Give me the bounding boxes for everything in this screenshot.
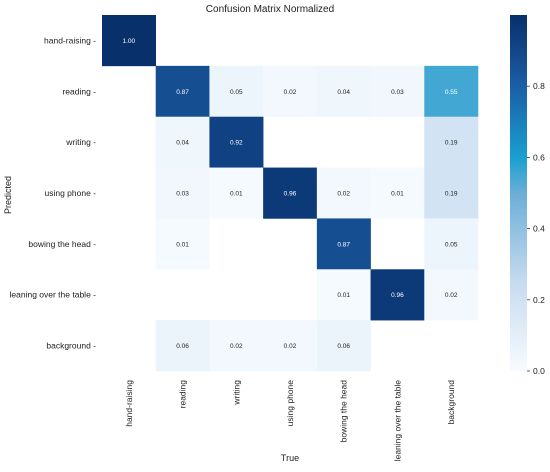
colorbar-tick-label: 0.8 (533, 81, 545, 91)
cell-value-label: 0.05 (445, 241, 458, 248)
cell-value-label: 0.01 (230, 191, 243, 198)
y-axis-label: Predicted (3, 176, 13, 214)
x-tick-label: bowing the head (339, 380, 349, 443)
heatmap-cell (424, 65, 479, 118)
cell-value-label: 0.87 (176, 89, 189, 96)
heatmap-cell (263, 65, 318, 118)
x-tick-label: writing (231, 380, 241, 406)
cell-value-label: 0.04 (176, 140, 189, 147)
x-tick-labels: hand-raising reading writing using phone bow… (124, 380, 456, 462)
heatmap-cell (424, 218, 479, 270)
heatmap-cell (209, 167, 264, 219)
heatmap-cell (155, 320, 210, 372)
heatmap-cell (424, 116, 479, 168)
heatmap-cell (155, 218, 210, 270)
colorbar-tick-label: 0.4 (533, 224, 545, 234)
heatmap-cell (370, 167, 425, 219)
cell-value-label: 0.04 (337, 89, 350, 96)
cell-value-label: 1.00 (123, 38, 136, 45)
cell-value-label: 0.02 (284, 343, 297, 350)
colorbar-tick-label: 0.2 (533, 295, 545, 305)
y-tick-label: reading - (62, 86, 96, 96)
heatmap-cells: 1.00 0.87 0.05 0.02 0.04 0.03 0.55 0.04 0.92 0.19… (102, 15, 479, 372)
cell-value-label: 0.06 (337, 343, 350, 350)
cell-value-label: 0.02 (337, 191, 350, 198)
x-tick-label: background (446, 380, 456, 425)
cell-value-label: 0.01 (176, 241, 189, 248)
heatmap-cell (155, 116, 210, 168)
heatmap-cell (316, 269, 371, 321)
heatmap-cell (316, 320, 371, 372)
heatmap-cell (155, 65, 210, 118)
cell-value-label: 0.03 (391, 89, 404, 96)
cell-value-label: 0.03 (176, 191, 189, 198)
heatmap-cell (102, 15, 157, 67)
heatmap-cell (316, 167, 371, 219)
heatmap-cell (316, 65, 371, 118)
x-tick-label: hand-raising (124, 380, 134, 427)
heatmap-cell (209, 65, 264, 118)
heatmap-cell (263, 167, 318, 219)
x-axis-label: True (281, 453, 299, 463)
heatmap-cell (209, 116, 264, 168)
y-tick-label: background - (46, 341, 96, 351)
chart-title: Confusion Matrix Normalized (206, 4, 334, 15)
colorbar-tick-label: 0.6 (533, 152, 545, 162)
heatmap-cell (424, 269, 479, 321)
y-tick-label: hand-raising - (44, 35, 96, 45)
heatmap-cell (263, 320, 318, 372)
y-tick-label: writing - (65, 137, 96, 147)
y-tick-labels: hand-raising - reading - writing - using ph… (10, 35, 97, 350)
cell-value-label: 0.55 (445, 89, 458, 96)
cell-value-label: 0.06 (176, 343, 189, 350)
cell-value-label: 0.92 (230, 140, 243, 147)
cell-value-label: 0.02 (230, 343, 243, 350)
cell-value-label: 0.02 (445, 292, 458, 299)
y-tick-label: leaning over the table - (10, 290, 97, 300)
cell-value-label: 0.02 (284, 89, 297, 96)
cell-value-label: 0.19 (445, 140, 458, 147)
x-tick-label: leaning over the table (392, 380, 402, 462)
cell-value-label: 0.01 (391, 191, 404, 198)
heatmap-cell (370, 269, 425, 321)
heatmap-cell (424, 167, 479, 219)
cell-value-label: 0.19 (445, 191, 458, 198)
heatmap-cell (209, 320, 264, 372)
cell-value-label: 0.05 (230, 89, 243, 96)
y-tick-label: using phone - (44, 188, 96, 198)
x-tick-label: using phone (285, 380, 295, 427)
heatmap-cell (155, 167, 210, 219)
heatmap-cell (316, 218, 371, 270)
colorbar (510, 15, 527, 371)
y-tick-label: bowing the head - (28, 239, 96, 249)
cell-value-label: 0.96 (284, 191, 297, 198)
cell-value-label: 0.87 (337, 241, 350, 248)
colorbar-gradient (510, 15, 527, 371)
heatmap-cell (370, 65, 425, 118)
cell-value-label: 0.96 (391, 292, 404, 299)
x-tick-label: reading (178, 380, 188, 409)
cell-value-label: 0.01 (337, 292, 350, 299)
colorbar-tick-label: 0.0 (533, 366, 545, 376)
colorbar-ticks: 0.0 0.2 0.4 0.6 0.8 (527, 81, 545, 376)
